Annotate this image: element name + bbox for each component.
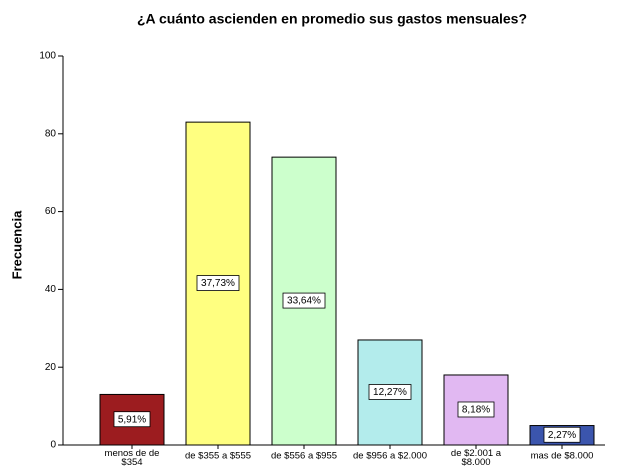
x-tick-label: de $556 a $955 — [271, 451, 337, 462]
percent-label: 33,64% — [287, 296, 321, 307]
percent-label: 8,18% — [462, 405, 490, 416]
x-tick-label-line: $8.000 — [461, 457, 490, 468]
percent-label-box — [282, 292, 326, 309]
percent-label: 12,27% — [373, 387, 407, 398]
percent-label-box — [368, 384, 412, 400]
bar — [99, 393, 165, 446]
y-tick-label: 100 — [39, 51, 56, 62]
x-tick-label: de $956 a $2.000 — [353, 451, 427, 462]
x-tick-label: menos de de $354 — [105, 448, 160, 468]
x-tick-label-line: $354 — [121, 457, 142, 468]
percent-label: 37,73% — [201, 278, 235, 289]
y-tick-label: 60 — [45, 206, 57, 217]
percent-label: 2,27% — [548, 430, 576, 441]
x-tick-label-line: de $2.001 a — [451, 448, 502, 459]
y-axis-label: Frecuencia — [9, 210, 24, 279]
percent-label-box — [457, 401, 495, 418]
percent-label: 5,91% — [118, 414, 146, 425]
percent-label-box — [113, 411, 151, 428]
y-tick-label: 20 — [45, 362, 57, 373]
x-tick-label: de $355 a $555 — [185, 451, 251, 462]
x-tick-label: de $2.001 a $8.000 — [451, 448, 502, 468]
percent-label-box — [196, 275, 240, 291]
chart-title: ¿A cuánto ascienden en promedio sus gast… — [137, 11, 527, 27]
y-tick-label: 0 — [50, 440, 56, 451]
y-tick-label: 40 — [45, 284, 57, 295]
percent-label-box — [543, 426, 581, 443]
x-tick-label: mas de $8.000 — [531, 451, 594, 462]
y-tick-label: 80 — [45, 128, 57, 139]
x-tick-label-line: menos de de — [105, 448, 160, 459]
